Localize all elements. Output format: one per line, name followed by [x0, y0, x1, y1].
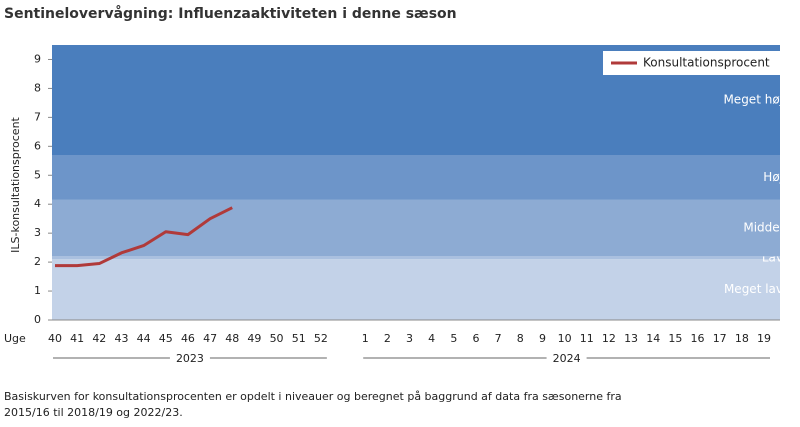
x-tick-label: 4 — [428, 332, 435, 345]
footnote: Basiskurven for konsultationsprocenten e… — [4, 390, 622, 403]
x-tick-label: 16 — [691, 332, 705, 345]
x-tick-label: 44 — [137, 332, 151, 345]
x-tick-label: 7 — [495, 332, 502, 345]
x-tick-label: 13 — [624, 332, 638, 345]
x-tick-label: 15 — [668, 332, 682, 345]
y-tick-label: 1 — [34, 284, 41, 297]
y-tick-label: 3 — [34, 226, 41, 239]
x-tick-label: 3 — [406, 332, 413, 345]
x-tick-label: 46 — [181, 332, 195, 345]
x-tick-label: 45 — [159, 332, 173, 345]
x-tick-label: 49 — [247, 332, 261, 345]
x-tick-label: 5 — [450, 332, 457, 345]
year-label: 2024 — [553, 352, 581, 365]
x-tick-label: 17 — [713, 332, 727, 345]
x-tick-label: 8 — [517, 332, 524, 345]
y-tick-label: 0 — [34, 313, 41, 326]
x-tick-label: 10 — [558, 332, 572, 345]
band-label: Høj — [763, 170, 783, 184]
x-tick-label: 42 — [92, 332, 106, 345]
x-tick-label: 6 — [472, 332, 479, 345]
series-line — [55, 206, 233, 268]
band-label: Middel — [743, 221, 783, 235]
x-tick-label: 11 — [580, 332, 594, 345]
y-tick-label: 6 — [34, 139, 41, 152]
x-tick-label: 41 — [70, 332, 84, 345]
x-tick-label: 47 — [203, 332, 217, 345]
x-axis-prefix: Uge — [4, 332, 26, 345]
x-tick-label: 50 — [270, 332, 284, 345]
x-tick-label: 2 — [384, 332, 391, 345]
band-label: Meget høj — [723, 93, 783, 107]
x-tick-label: 18 — [735, 332, 749, 345]
y-tick-label: 4 — [34, 197, 41, 210]
x-tick-label: 40 — [48, 332, 62, 345]
x-tick-label: 19 — [757, 332, 771, 345]
y-tick-label: 2 — [34, 255, 41, 268]
chart-title: Sentinelovervågning: Influenzaaktivitete… — [4, 5, 457, 22]
x-tick-label: 9 — [539, 332, 546, 345]
y-tick-label: 8 — [34, 81, 41, 94]
x-tick-label: 48 — [225, 332, 239, 345]
x-tick-label: 52 — [314, 332, 328, 345]
band-label: Meget lav — [724, 282, 783, 296]
y-tick-label: 7 — [34, 110, 41, 123]
legend-label: Konsultationsprocent — [643, 56, 770, 70]
year-label: 2023 — [176, 352, 204, 365]
level-band — [52, 199, 780, 257]
x-tick-label: 43 — [114, 332, 128, 345]
level-band — [52, 259, 780, 320]
y-axis-label: ILS-konsultationsprocent — [9, 116, 22, 252]
level-band — [52, 155, 780, 200]
x-tick-label: 51 — [292, 332, 306, 345]
footnote: 2015/16 til 2018/19 og 2022/23. — [4, 406, 183, 419]
x-tick-label: 12 — [602, 332, 616, 345]
y-tick-label: 5 — [34, 168, 41, 181]
y-tick-label: 9 — [34, 52, 41, 65]
x-tick-label: 1 — [362, 332, 369, 345]
x-tick-label: 14 — [646, 332, 660, 345]
level-band — [52, 256, 780, 260]
